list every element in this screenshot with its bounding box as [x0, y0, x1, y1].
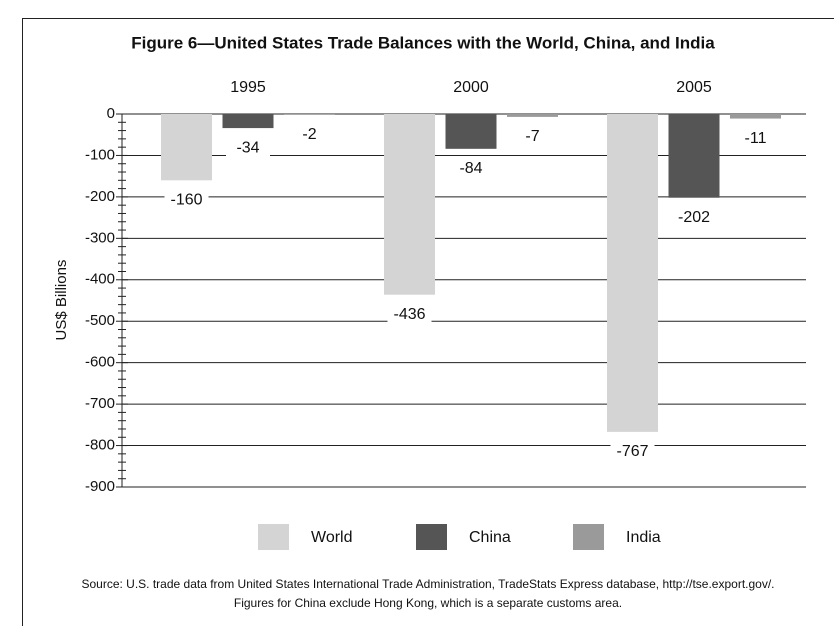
y-tick-label: -300: [85, 229, 115, 246]
y-tick-label: -700: [85, 395, 115, 412]
value-label: -7: [525, 128, 539, 145]
value-label-bg: [287, 124, 332, 145]
y-tick-label: 0: [107, 105, 115, 122]
source-note: Figures for China exclude Hong Kong, whi…: [234, 596, 622, 610]
category-label: 1995: [230, 79, 266, 96]
y-tick-label: -400: [85, 271, 115, 288]
frame: [22, 18, 834, 626]
category-label: 2000: [453, 79, 489, 96]
bar: [284, 114, 335, 115]
value-label: -436: [393, 306, 425, 323]
legend-swatch: [573, 524, 604, 550]
value-label-bg: [449, 158, 493, 179]
value-label-bg: [672, 207, 716, 228]
bar: [730, 114, 781, 119]
value-label-bg: [226, 138, 270, 159]
value-label: -11: [745, 130, 767, 147]
y-tick-label: -900: [85, 478, 115, 495]
bar: [222, 114, 274, 129]
bar: [445, 114, 497, 149]
legend-label: China: [469, 529, 511, 546]
bar: [384, 114, 435, 295]
value-label: -2: [302, 126, 316, 143]
bar: [668, 114, 720, 198]
category-label: 2005: [676, 79, 712, 96]
legend-label: India: [626, 529, 661, 546]
value-label-bg: [510, 126, 555, 147]
value-label-bg: [610, 441, 655, 462]
legend-swatch: [258, 524, 289, 550]
y-tick-label: -800: [85, 437, 115, 454]
value-label: -34: [236, 139, 259, 156]
y-tick-label: -600: [85, 354, 115, 371]
y-axis-label: US$ Billions: [53, 260, 70, 341]
y-tick-label: -200: [85, 188, 115, 205]
value-label-bg: [387, 304, 432, 325]
value-label: -767: [616, 443, 648, 460]
value-label-bg: [164, 190, 209, 211]
bar: [161, 114, 212, 181]
y-tick-label: -500: [85, 312, 115, 329]
bar: [607, 114, 658, 432]
value-label: -84: [459, 160, 482, 177]
bar: [507, 114, 558, 117]
chart-title: Figure 6—United States Trade Balances wi…: [131, 33, 715, 52]
value-label: -160: [170, 192, 202, 209]
legend-swatch: [416, 524, 447, 550]
value-label: -202: [678, 209, 710, 226]
source-note: Source: U.S. trade data from United Stat…: [81, 577, 774, 591]
legend-label: World: [311, 529, 353, 546]
value-label-bg: [733, 128, 778, 149]
y-tick-label: -100: [85, 146, 115, 163]
